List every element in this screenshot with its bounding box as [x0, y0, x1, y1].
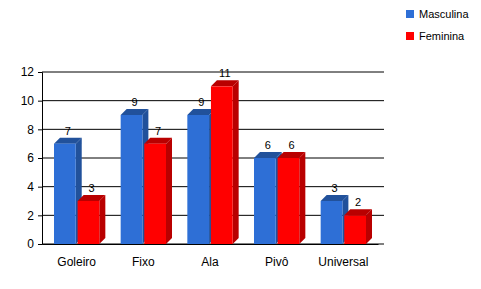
y-tick: 10: [21, 94, 42, 108]
bars: [54, 80, 372, 244]
legend-item: Masculina: [406, 8, 469, 20]
y-tick-mark: [38, 244, 42, 245]
y-tick: 8: [27, 123, 42, 137]
y-tick: 4: [27, 180, 42, 194]
plot: 0 2 4 6 8 10 12 Goleiro Fixo Ala Pivô Universal 7 9 9 6…: [21, 65, 384, 269]
bar-top: [54, 138, 82, 144]
x-axis: Goleiro Fixo Ala Pivô Universal: [43, 244, 379, 269]
bar-side: [166, 138, 172, 244]
grid-line: [42, 72, 384, 73]
x-tick-label: Fixo: [132, 255, 155, 269]
data-label: 6: [288, 139, 294, 151]
data-labels: 7 9 9 6 3 3 7 11 6 2: [65, 67, 361, 208]
legend-item: Feminina: [406, 30, 465, 42]
x-tick: Pivô: [265, 244, 289, 269]
y-tick-label: 10: [21, 94, 35, 108]
data-label: 7: [155, 125, 161, 137]
bar-top: [121, 109, 149, 115]
y-tick: 12: [21, 65, 42, 79]
data-label: 9: [131, 96, 137, 108]
bar: [254, 158, 276, 244]
y-tick-label: 4: [27, 180, 34, 194]
legend-label: Masculina: [419, 8, 469, 20]
y-tick-label: 6: [27, 151, 34, 165]
bar-top: [144, 138, 172, 144]
y-tick-label: 2: [27, 209, 34, 223]
data-label: 9: [198, 96, 204, 108]
bar-side: [366, 209, 372, 244]
bar: [121, 115, 143, 244]
y-tick-mark: [38, 129, 42, 130]
grid: [42, 72, 384, 244]
bar-top: [278, 152, 306, 158]
x-tick-label: Goleiro: [57, 255, 96, 269]
data-label: 6: [265, 139, 271, 151]
x-tick: Universal: [318, 244, 368, 269]
bar: [78, 201, 100, 244]
bar-side: [99, 195, 105, 244]
bar-side: [233, 80, 239, 244]
bar: [54, 144, 76, 244]
bar: [344, 215, 366, 244]
x-axis-line: [43, 244, 379, 245]
bar-top: [187, 109, 215, 115]
bar-side: [299, 152, 305, 244]
bar: [144, 144, 166, 244]
bar-top: [254, 152, 282, 158]
x-tick-label: Ala: [201, 255, 219, 269]
chart: 0 2 4 6 8 10 12 Goleiro Fixo Ala Pivô Universal 7 9 9 6…: [0, 0, 481, 289]
data-label: 3: [88, 182, 94, 194]
y-tick-mark: [38, 187, 42, 188]
bar: [278, 158, 300, 244]
x-tick-label: Universal: [318, 255, 368, 269]
x-tick-label: Pivô: [265, 255, 289, 269]
y-tick-mark: [38, 101, 42, 102]
y-tick-label: 8: [27, 123, 34, 137]
y-tick-mark: [38, 72, 42, 73]
y-tick: 6: [27, 151, 42, 165]
data-label: 3: [331, 182, 337, 194]
y-tick-mark: [38, 215, 42, 216]
y-tick-mark: [38, 158, 42, 159]
y-tick: 2: [27, 209, 42, 223]
data-label: 7: [65, 125, 71, 137]
x-tick: Fixo: [132, 244, 155, 269]
x-tick: Ala: [201, 244, 219, 269]
legend: Masculina Feminina: [406, 8, 469, 42]
bar: [321, 201, 343, 244]
legend-label: Feminina: [419, 30, 465, 42]
bar-top: [211, 80, 239, 86]
legend-swatch: [406, 32, 414, 40]
bar-top: [78, 195, 106, 201]
bar-top: [321, 195, 349, 201]
bar: [211, 86, 233, 244]
x-tick: Goleiro: [57, 244, 96, 269]
data-label: 2: [355, 196, 361, 208]
y-tick-label: 12: [21, 65, 35, 79]
y-axis-line: [38, 73, 43, 245]
bar: [187, 115, 209, 244]
y-tick-label: 0: [27, 237, 34, 251]
data-label: 11: [219, 67, 230, 79]
legend-swatch: [406, 10, 414, 18]
bar-top: [344, 209, 372, 215]
y-axis: 0 2 4 6 8 10 12: [21, 65, 43, 251]
y-tick: 0: [27, 237, 42, 251]
